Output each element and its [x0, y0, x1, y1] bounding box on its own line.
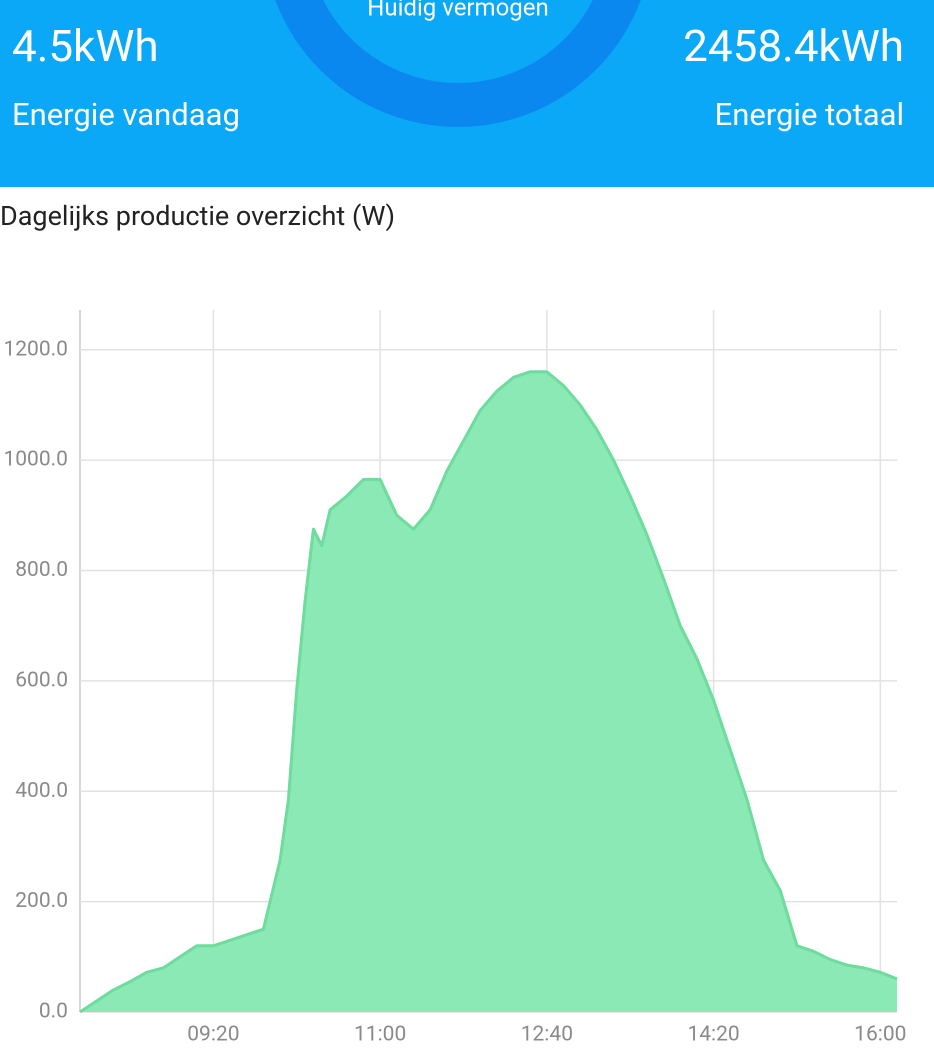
x-tick-label: 11:00 — [354, 1023, 406, 1047]
y-tick-label: 1000.0 — [3, 448, 68, 472]
x-tick-label: 09:20 — [187, 1023, 239, 1047]
summary-header: Huidig vermogen 4.5kWh Energie vandaag 2… — [0, 0, 934, 187]
x-tick-label: 14:20 — [687, 1023, 739, 1047]
area-line — [79, 370, 898, 1014]
y-tick-label: 600.0 — [15, 668, 68, 692]
today-value: 4.5kWh — [12, 20, 159, 72]
x-tick-label: 12:40 — [521, 1023, 573, 1047]
gauge-ring — [275, 0, 641, 127]
y-tick-label: 0.0 — [39, 1000, 68, 1024]
total-value: 2458.4kWh — [683, 20, 904, 72]
y-tick-label: 200.0 — [15, 889, 68, 913]
power-gauge: Huidig vermogen — [275, 0, 641, 127]
gauge-label: Huidig vermogen — [367, 0, 549, 21]
x-tick-label: 16:00 — [854, 1023, 906, 1047]
y-tick-label: 1200.0 — [3, 337, 68, 361]
y-tick-label: 800.0 — [15, 558, 68, 582]
today-label: Energie vandaag — [12, 96, 240, 133]
total-label: Energie totaal — [714, 96, 904, 133]
y-tick-label: 400.0 — [15, 779, 68, 803]
area-fill — [80, 371, 897, 1013]
chart-title: Dagelijks productie overzicht (W) — [0, 200, 395, 232]
